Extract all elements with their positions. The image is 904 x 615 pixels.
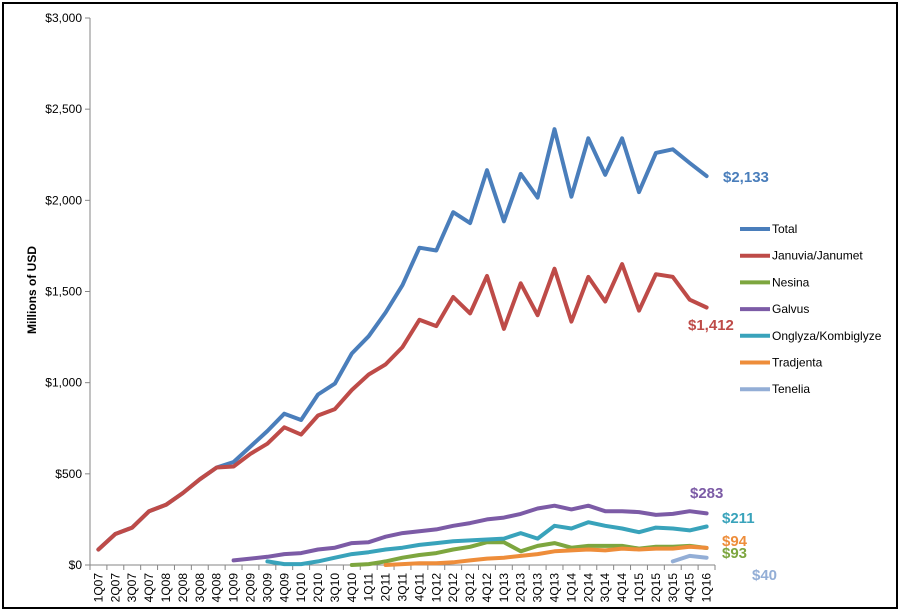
y-axis: $0 $500 $1,000 $1,500 $2,000 $2,500 $3,000 bbox=[45, 11, 91, 572]
series-line-januvia-janumet bbox=[96, 262, 709, 552]
x-tick-label: 3Q09 bbox=[260, 573, 274, 603]
legend-label-tradjenta: Tradjenta bbox=[772, 356, 823, 370]
x-tick-label: 2Q11 bbox=[379, 573, 393, 602]
end-label-total: $2,133 bbox=[723, 169, 769, 186]
legend: Total Januvia/Janumet Nesina Galvus Onglyza/… bbox=[740, 222, 882, 396]
y-tick-label: $3,000 bbox=[45, 11, 82, 25]
x-tick-label: 1Q10 bbox=[294, 573, 308, 603]
legend-label-nesina: Nesina bbox=[772, 275, 810, 289]
x-tick-label: 4Q07 bbox=[142, 573, 156, 603]
x-tick-label: 4Q13 bbox=[548, 573, 562, 603]
legend-label-galvus: Galvus bbox=[772, 302, 809, 316]
x-tick-label: 1Q14 bbox=[564, 573, 578, 603]
x-tick-label: 1Q11 bbox=[362, 573, 376, 602]
x-tick-label: 4Q14 bbox=[615, 573, 629, 603]
x-tick-label: 3Q12 bbox=[463, 573, 477, 603]
x-tick-label: 3Q07 bbox=[125, 573, 139, 603]
x-tick-label: 3Q11 bbox=[396, 573, 410, 602]
x-tick-label: 1Q12 bbox=[429, 573, 443, 603]
series-line-tradjenta bbox=[383, 544, 709, 567]
y-tick-label: $0 bbox=[69, 558, 83, 572]
series-line-onglyza-kombiglyze bbox=[265, 520, 709, 567]
end-label-januvia-janumet: $1,412 bbox=[688, 317, 734, 334]
end-label-onglyza-kombiglyze: $211 bbox=[722, 510, 755, 527]
end-label-tenelia: $40 bbox=[752, 567, 777, 584]
y-tick-label: $1,500 bbox=[45, 285, 82, 299]
x-tick-label: 2Q07 bbox=[108, 573, 122, 603]
end-labels: $2,133 $1,412 $283 $211 $94$93 $40 bbox=[688, 169, 777, 584]
x-tick-label: 2Q13 bbox=[514, 573, 528, 603]
end-label-galvus: $283 bbox=[690, 485, 723, 502]
y-tick-label: $2,000 bbox=[45, 193, 82, 207]
x-tick-label: 1Q08 bbox=[159, 573, 173, 603]
x-tick-label: 4Q15 bbox=[683, 573, 697, 603]
x-tick-label: 1Q16 bbox=[700, 573, 714, 603]
x-tick-label: 1Q07 bbox=[91, 573, 105, 603]
x-tick-label: 2Q09 bbox=[243, 573, 257, 603]
y-tick-label: $500 bbox=[55, 467, 82, 481]
x-tick-label: 3Q15 bbox=[666, 573, 680, 603]
x-tick-label: 1Q13 bbox=[497, 573, 511, 603]
end-label-tradjenta: $94 bbox=[722, 533, 748, 550]
y-axis-title: Millions of USD bbox=[25, 246, 39, 334]
x-tick-label: 4Q11 bbox=[412, 573, 426, 602]
x-tick-label: 3Q13 bbox=[531, 573, 545, 603]
x-tick-label: 2Q15 bbox=[649, 573, 663, 603]
x-tick-label: 4Q08 bbox=[210, 573, 224, 603]
x-tick-label: 4Q09 bbox=[277, 573, 291, 603]
x-tick-label: 1Q15 bbox=[632, 573, 646, 603]
x-tick-label: 1Q09 bbox=[227, 573, 241, 603]
end-label-nesina: $93 bbox=[722, 545, 747, 562]
x-tick-label: 4Q12 bbox=[480, 573, 494, 603]
legend-label-total: Total bbox=[772, 222, 797, 236]
x-tick-label: 3Q14 bbox=[598, 573, 612, 603]
legend-label-januvia-janumet: Januvia/Janumet bbox=[772, 249, 863, 263]
series-line-galvus bbox=[231, 503, 709, 563]
series-lines bbox=[96, 127, 709, 567]
series-line-tenelia bbox=[670, 553, 709, 564]
x-tick-label: 4Q10 bbox=[345, 573, 359, 603]
x-tick-label: 2Q14 bbox=[581, 573, 595, 603]
legend-label-tenelia: Tenelia bbox=[772, 382, 810, 396]
x-axis: 1Q07 2Q07 3Q07 4Q07 1Q08 2Q08 3Q08 4Q08 1Q09 2Q09… bbox=[89, 564, 716, 603]
x-tick-label: 2Q10 bbox=[311, 573, 325, 603]
x-tick-label: 3Q08 bbox=[193, 573, 207, 603]
y-tick-label: $1,000 bbox=[45, 376, 82, 390]
x-tick-label: 2Q08 bbox=[176, 573, 190, 603]
y-tick-label: $2,500 bbox=[45, 102, 82, 116]
legend-label-onglyza-kombiglyze: Onglyza/Kombiglyze bbox=[772, 329, 882, 343]
x-tick-label: 3Q10 bbox=[328, 573, 342, 603]
x-tick-label: 2Q12 bbox=[446, 573, 460, 603]
